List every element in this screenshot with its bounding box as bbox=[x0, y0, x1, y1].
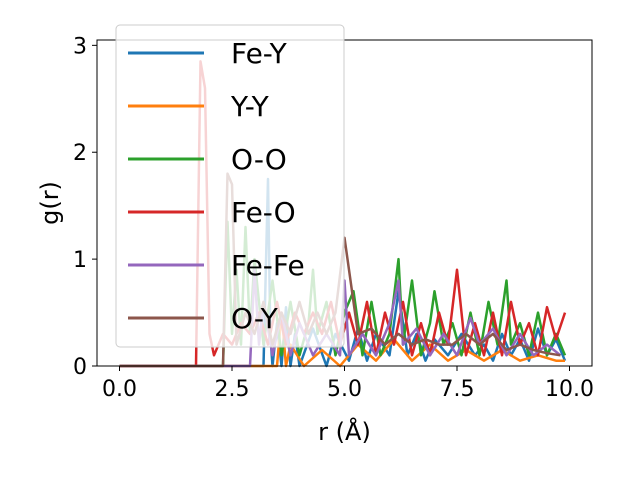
legend-label-y-y: Y-Y bbox=[230, 90, 270, 123]
legend-label-fe-o: Fe-O bbox=[231, 196, 296, 229]
x-tick-label: 0.0 bbox=[102, 377, 137, 402]
series-line-fe-fe bbox=[119, 268, 562, 368]
legend-label-fe-y: Fe-Y bbox=[231, 37, 288, 70]
y-tick-label: 0 bbox=[73, 355, 87, 380]
y-axis-label: g(r) bbox=[36, 181, 64, 225]
legend-label-o-o: O-O bbox=[231, 143, 287, 176]
x-tick-label: 2.5 bbox=[215, 377, 250, 402]
y-tick-label: 3 bbox=[73, 34, 87, 59]
legend-label-o-y: O-Y bbox=[231, 302, 279, 335]
legend: Fe-Y Y-Y O-O Fe-O Fe-Fe O-Y bbox=[115, 24, 345, 348]
x-tick-label: 7.5 bbox=[440, 377, 475, 402]
x-tick-label: 10.0 bbox=[545, 377, 594, 402]
x-tick-label: 5.0 bbox=[327, 377, 362, 402]
y-tick-label: 1 bbox=[73, 248, 87, 273]
legend-label-fe-fe: Fe-Fe bbox=[231, 249, 305, 282]
legend-items: Fe-Y Y-Y O-O Fe-O Fe-Fe O-Y bbox=[128, 37, 305, 335]
ticks-layer: 0.0 2.5 5.0 7.5 10.0 0 1 2 3 bbox=[73, 34, 594, 402]
legend-box bbox=[115, 24, 345, 348]
x-axis-label: r (Å) bbox=[318, 417, 371, 446]
y-tick-label: 2 bbox=[73, 141, 87, 166]
